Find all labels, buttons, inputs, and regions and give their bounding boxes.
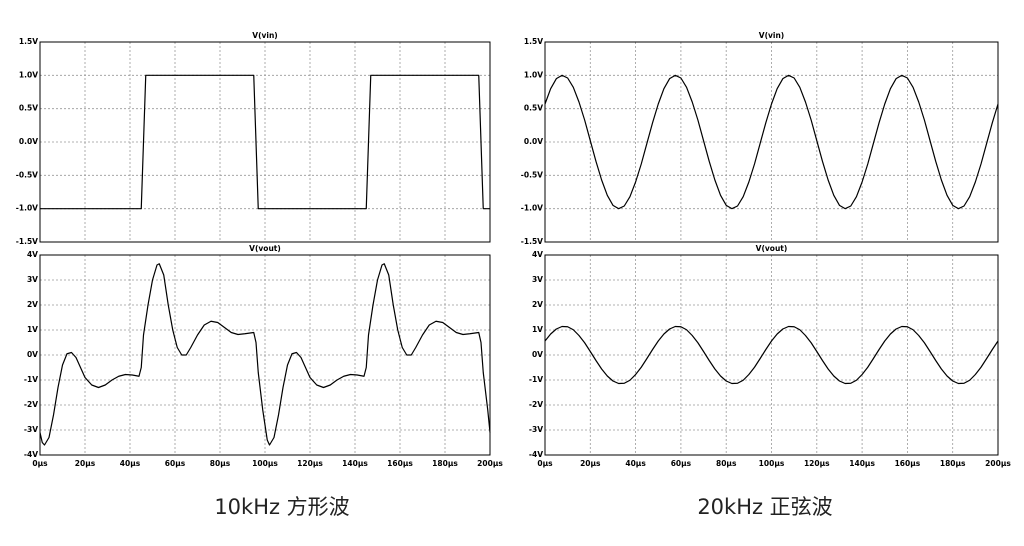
x-tick-label: 100µs: [759, 459, 785, 468]
y-tick-label: -1V: [24, 375, 38, 384]
x-tick-label: 180µs: [940, 459, 966, 468]
x-tick-label: 120µs: [297, 459, 323, 468]
y-tick-label: 1V: [532, 325, 543, 334]
caption: 20kHz 正弦波: [697, 495, 832, 519]
y-tick-label: -2V: [529, 400, 543, 409]
y-tick-label: 1.0V: [19, 70, 38, 79]
y-tick-label: -4V: [24, 450, 38, 459]
plot-frame: [544, 254, 999, 456]
y-tick-label: -2V: [24, 400, 38, 409]
y-tick-label: 1.0V: [524, 70, 543, 79]
y-tick-label: 2V: [27, 300, 38, 309]
trace: [544, 325, 999, 385]
x-tick-label: 20µs: [580, 459, 601, 468]
chart-title: V(vout): [249, 244, 281, 253]
y-tick-label: 1.5V: [19, 37, 38, 46]
y-tick-label: 0V: [27, 350, 38, 359]
y-tick-label: 4V: [532, 250, 543, 259]
y-tick-label: -1.5V: [16, 237, 38, 246]
x-tick-label: 200µs: [985, 459, 1011, 468]
trace: [40, 74, 490, 210]
y-tick-label: -1V: [529, 375, 543, 384]
x-tick-label: 100µs: [252, 459, 278, 468]
y-tick-label: 0.0V: [19, 137, 38, 146]
trace: [39, 263, 491, 446]
y-tick-label: -0.5V: [521, 170, 543, 179]
y-tick-label: -0.5V: [16, 170, 38, 179]
x-tick-label: 160µs: [895, 459, 921, 468]
y-tick-label: 0.5V: [524, 104, 543, 113]
x-tick-label: 80µs: [210, 459, 231, 468]
y-tick-label: 2V: [532, 300, 543, 309]
y-tick-label: 0.5V: [19, 104, 38, 113]
y-tick-label: 0V: [532, 350, 543, 359]
plot-frame: [39, 41, 491, 243]
y-tick-label: 3V: [532, 275, 543, 284]
y-tick-label: 1.5V: [524, 37, 543, 46]
y-tick-label: 1V: [27, 325, 38, 334]
y-tick-label: 4V: [27, 250, 38, 259]
y-tick-label: 0.0V: [524, 137, 543, 146]
x-tick-label: 180µs: [432, 459, 458, 468]
chart-title: V(vin): [252, 31, 277, 40]
x-tick-label: 40µs: [625, 459, 646, 468]
y-tick-label: -3V: [529, 425, 543, 434]
x-tick-label: 160µs: [387, 459, 413, 468]
x-tick-label: 0µs: [32, 459, 48, 468]
x-tick-label: 80µs: [716, 459, 737, 468]
caption: 10kHz 方形波: [214, 495, 349, 519]
y-tick-label: 3V: [27, 275, 38, 284]
x-tick-label: 140µs: [849, 459, 875, 468]
x-tick-label: 60µs: [671, 459, 692, 468]
y-tick-label: -1.0V: [521, 204, 543, 213]
y-tick-label: -3V: [24, 425, 38, 434]
chart-title: V(vin): [759, 31, 784, 40]
y-tick-label: -1.5V: [521, 237, 543, 246]
y-tick-label: -1.0V: [16, 204, 38, 213]
trace: [544, 74, 999, 210]
x-tick-label: 60µs: [165, 459, 186, 468]
x-tick-label: 0µs: [537, 459, 553, 468]
x-tick-label: 20µs: [75, 459, 96, 468]
chart-title: V(vout): [756, 244, 788, 253]
plot-frame: [544, 41, 999, 243]
x-tick-label: 140µs: [342, 459, 368, 468]
y-tick-label: -4V: [529, 450, 543, 459]
plot-frame: [39, 254, 491, 456]
x-tick-label: 200µs: [477, 459, 503, 468]
x-tick-label: 40µs: [120, 459, 141, 468]
x-tick-label: 120µs: [804, 459, 830, 468]
